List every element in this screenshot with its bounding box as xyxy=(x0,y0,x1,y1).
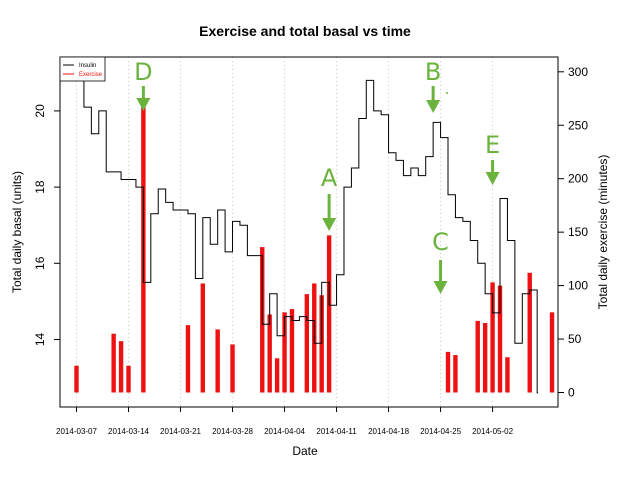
annotation-label: D xyxy=(134,58,152,86)
chart-title: Exercise and total basal vs time xyxy=(199,23,411,39)
annotation-label: E xyxy=(485,131,500,159)
y-axis-right: 0 50 100 150 200 250 300 xyxy=(558,65,588,400)
x-tick-label: 2014-04-04 xyxy=(264,427,305,436)
y-right-tick-label: 50 xyxy=(568,332,582,346)
annotation-arrow-head xyxy=(322,218,337,231)
y-right-tick-label: 250 xyxy=(568,118,588,132)
y-right-tick-label: 300 xyxy=(568,65,588,79)
exercise-bar xyxy=(118,341,124,393)
annotation-label: A xyxy=(321,164,338,192)
exercise-bar xyxy=(267,314,272,393)
exercise-bar xyxy=(185,325,191,393)
y-left-axis-label: Total daily basal (units) xyxy=(10,171,24,293)
y-left-tick-label: 20 xyxy=(33,104,47,118)
exercise-bar xyxy=(482,323,488,393)
exercise-bar xyxy=(111,333,116,393)
x-tick-label: 2014-03-21 xyxy=(160,427,201,436)
exercise-bar xyxy=(274,358,280,393)
x-tick-label: 2014-03-14 xyxy=(108,427,149,436)
exercise-bar xyxy=(304,294,310,393)
y-axis-left: 14 16 18 20 xyxy=(33,104,60,346)
y-right-tick-label: 150 xyxy=(568,225,588,239)
exercise-bar xyxy=(497,285,503,393)
exercise-bar xyxy=(445,351,451,393)
annotation-arrow-head xyxy=(426,100,441,113)
exercise-bar xyxy=(527,272,532,393)
exercise-bar xyxy=(289,309,295,393)
y-right-tick-label: 200 xyxy=(568,172,588,186)
exercise-bar xyxy=(282,312,287,393)
exercise-bar xyxy=(319,295,324,393)
x-tick-label: 2014-03-28 xyxy=(212,427,253,436)
x-tick-label: 2014-03-07 xyxy=(56,427,97,436)
annotation-arrow-head xyxy=(485,172,500,185)
exercise-bar xyxy=(326,235,332,393)
exercise-bar xyxy=(74,365,79,393)
insulin-step-line xyxy=(76,72,539,394)
annotation-dot xyxy=(446,92,448,94)
exercise-bar xyxy=(490,282,495,393)
y-right-tick-label: 0 xyxy=(568,386,575,400)
legend: Insulin Exercise xyxy=(59,56,106,82)
annotation-arrow-head xyxy=(136,98,151,111)
y-left-tick-label: 16 xyxy=(33,256,47,270)
exercise-bars xyxy=(74,103,555,393)
exercise-bar xyxy=(126,365,131,393)
legend-box xyxy=(59,56,106,82)
annotation-arrow-head xyxy=(433,281,448,294)
annotation-label: C xyxy=(432,228,449,256)
exercise-bar xyxy=(505,357,510,393)
y-right-axis-label: Total daily exercise (minutes) xyxy=(596,155,610,310)
exercise-bar xyxy=(453,355,458,393)
y-left-tick-label: 18 xyxy=(33,180,47,194)
exercise-bar xyxy=(475,320,480,393)
x-axis: 2014-03-07 2014-03-14 2014-03-21 2014-03-28… xyxy=(56,407,514,436)
y-right-tick-label: 100 xyxy=(568,279,588,293)
legend-label-insulin: Insulin xyxy=(79,63,96,69)
annotation-label: B xyxy=(425,58,441,86)
exercise-bar xyxy=(230,344,235,393)
exercise-bar xyxy=(200,283,206,393)
x-tick-label: 2014-05-02 xyxy=(472,427,513,436)
exercise-bar xyxy=(215,329,220,393)
x-tick-label: 2014-04-18 xyxy=(368,427,409,436)
x-axis-label: Date xyxy=(292,444,318,458)
annotations: D A B C E xyxy=(134,58,500,294)
y-left-tick-label: 14 xyxy=(33,333,47,347)
exercise-bar xyxy=(549,312,555,393)
x-tick-label: 2014-04-11 xyxy=(316,427,357,436)
x-tick-label: 2014-04-25 xyxy=(420,427,461,436)
legend-label-exercise: Exercise xyxy=(79,72,103,78)
